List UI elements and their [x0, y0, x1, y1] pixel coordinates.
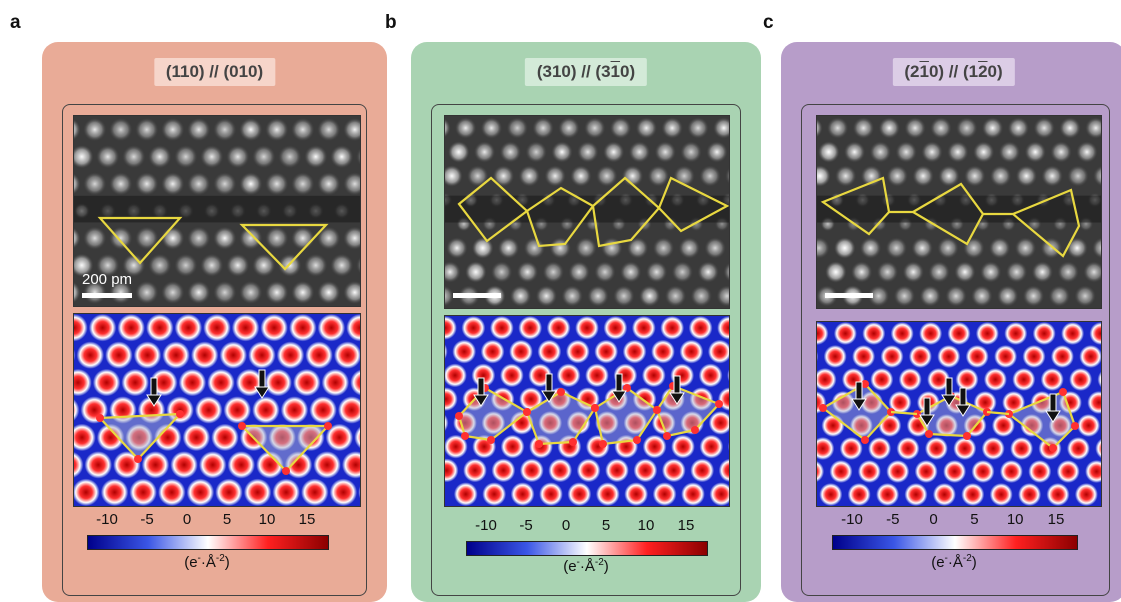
panel-label-b: b	[385, 12, 397, 33]
panel-b: (310) // (310) -10 -5 0 5 10 15 (e-·Å-2)	[411, 42, 761, 602]
scale-bar	[825, 293, 873, 298]
colorbar-tick: 10	[258, 511, 276, 528]
polyhedron-outline	[655, 384, 721, 438]
arrow-down-icon	[611, 373, 627, 403]
colorbar-tick: 0	[929, 511, 938, 528]
panel-label-c: c	[763, 12, 774, 33]
colorbar-tick: 15	[298, 511, 316, 528]
panel-a-title: (110) // (010)	[153, 58, 276, 86]
colorbar-tick: 5	[970, 511, 979, 528]
colorbar-tick: -10	[475, 517, 497, 534]
haadf-image-b	[444, 115, 730, 309]
arrow-down-icon	[919, 397, 935, 427]
arrow-down-icon	[955, 387, 971, 417]
charge-map-c	[816, 321, 1102, 507]
arrow-down-icon	[669, 375, 685, 405]
colorbar-tick: 0	[182, 511, 192, 528]
polyhedron-outline	[591, 176, 661, 248]
colorbar-unit-b: (e-·Å-2)	[563, 557, 609, 575]
charge-map-b	[444, 315, 730, 507]
scale-bar	[453, 293, 501, 298]
arrow-down-icon	[941, 377, 957, 407]
arrow-down-icon	[146, 377, 162, 407]
colorbar-tick: 5	[222, 511, 232, 528]
colorbar-tick: 0	[561, 517, 571, 534]
polyhedron-outline	[239, 424, 331, 473]
colorbar-tick: 10	[637, 517, 655, 534]
arrow-down-icon	[473, 377, 489, 407]
haadf-image-c	[816, 115, 1102, 309]
colorbar-tick: -5	[519, 517, 533, 534]
panel-a-frame: 200 pm -10 -5 0 5 10 15 (e-·Å-2)	[62, 104, 367, 596]
charge-map-a	[73, 313, 361, 507]
arrow-down-icon	[1045, 393, 1061, 423]
arrow-down-icon	[541, 373, 557, 403]
haadf-image-a: 200 pm	[73, 115, 361, 307]
panel-b-title: (310) // (310)	[524, 58, 648, 86]
scale-bar	[82, 293, 132, 298]
colorbar-b	[466, 541, 708, 556]
arrow-down-icon	[851, 381, 867, 411]
colorbar-tick: -5	[886, 511, 900, 528]
colorbar-tick: -10	[96, 511, 118, 528]
panel-c: (210) // (120) -10 -5 0 5 10 15 (e-·Å-2)	[781, 42, 1121, 602]
colorbar-tick: 15	[1047, 511, 1065, 528]
panel-label-a: a	[10, 12, 21, 33]
polyhedron-outline	[97, 216, 183, 265]
polyhedron-outline	[239, 223, 329, 271]
colorbar-a	[87, 535, 329, 550]
panel-a: (110) // (010) 200 pm -10 -5 0 5 10 15 (e-·Å-…	[42, 42, 387, 602]
scale-bar-label: 200 pm	[82, 271, 133, 288]
polyhedron-outline	[657, 176, 729, 233]
polyhedron-outline	[97, 412, 183, 461]
panel-b-frame: -10 -5 0 5 10 15 (e-·Å-2)	[431, 104, 741, 596]
colorbar-unit-a: (e-·Å-2)	[184, 553, 230, 571]
colorbar-tick: -10	[841, 511, 863, 528]
colorbar-tick: 15	[677, 517, 695, 534]
colorbar-tick: 5	[601, 517, 611, 534]
panel-c-title: (210) // (120)	[892, 58, 1015, 86]
colorbar-tick: -5	[140, 511, 154, 528]
arrow-down-icon	[254, 369, 270, 399]
polyhedron-outline	[525, 186, 595, 248]
polyhedron-outline	[525, 390, 597, 446]
colorbar-unit-c: (e-·Å-2)	[931, 553, 977, 571]
colorbar-c	[832, 535, 1078, 550]
polyhedron-outline	[1010, 188, 1081, 258]
panel-c-frame: -10 -5 0 5 10 15 (e-·Å-2)	[801, 104, 1110, 596]
colorbar-tick: 10	[1006, 511, 1024, 528]
